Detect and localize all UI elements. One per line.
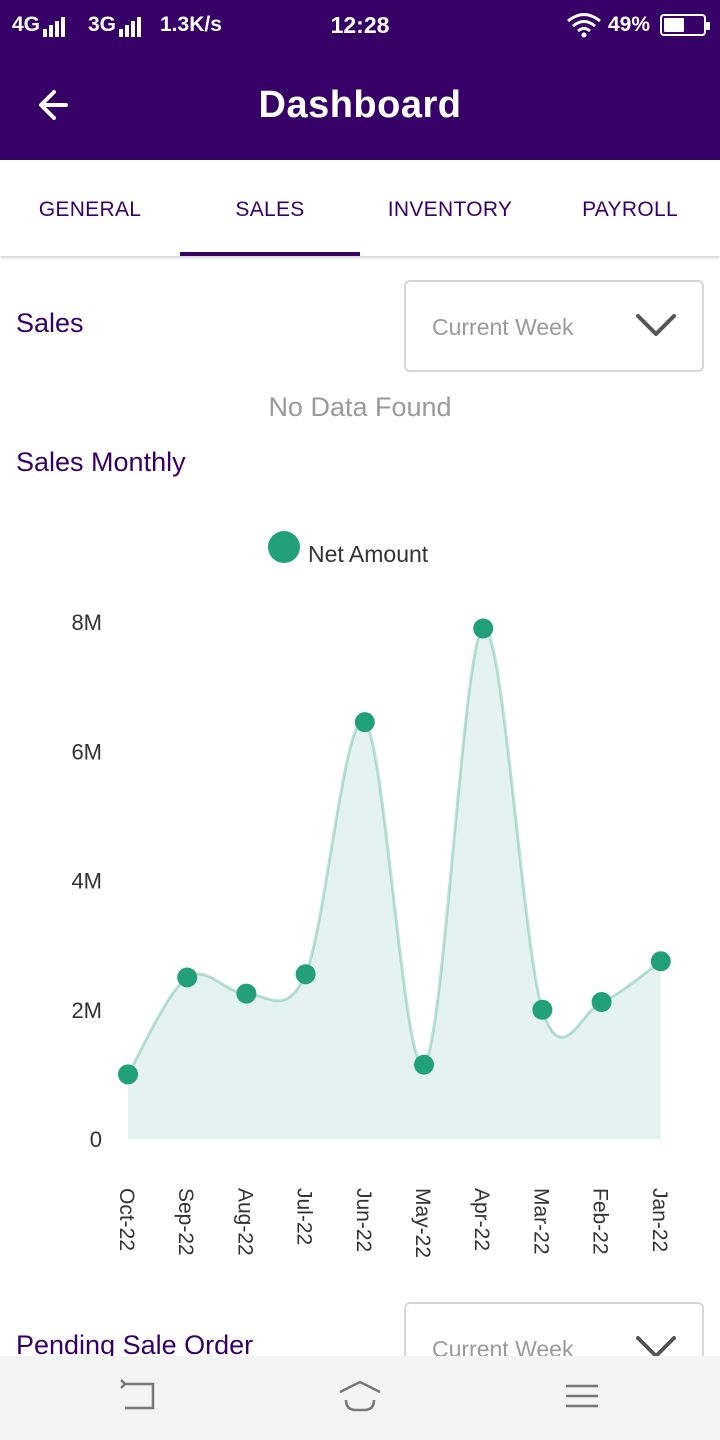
legend-label: Net Amount: [308, 541, 429, 567]
battery-icon: [660, 14, 710, 36]
y-tick-label: 8M: [71, 610, 102, 635]
status-bar: 4G 3G 1.3K/s 12:28 49%: [0, 0, 720, 50]
x-tick-label: Oct-22: [115, 1188, 138, 1251]
x-tick-label: Apr-22: [470, 1188, 493, 1251]
arrow-left-icon[interactable]: [30, 80, 82, 132]
tab-bar: GENERAL SALES INVENTORY PAYROLL: [0, 160, 720, 256]
page-title: Dashboard: [258, 84, 462, 126]
signal-icon: [119, 13, 143, 37]
y-tick-label: 0: [90, 1127, 102, 1152]
data-point-feb-22: [591, 991, 612, 1012]
x-tick-label: Feb-22: [589, 1188, 612, 1255]
tab-payroll[interactable]: PAYROLL: [582, 198, 678, 221]
x-tick-label: Jan-22: [648, 1188, 671, 1252]
battery-percent: 49%: [608, 13, 651, 36]
network-indicator-1: 4G: [12, 13, 67, 37]
sales-section-title: Sales: [16, 308, 84, 338]
data-point-jan-22: [650, 951, 671, 972]
wifi-icon: [567, 13, 601, 38]
x-tick-label: Sep-22: [174, 1188, 197, 1256]
chevron-down-icon: [636, 314, 676, 336]
sales-empty-message: No Data Found: [268, 392, 452, 422]
home-nav-icon[interactable]: [338, 1378, 382, 1414]
y-tick-label: 4M: [71, 869, 102, 894]
app-bar: 4G 3G 1.3K/s 12:28 49% Dashboard: [0, 0, 720, 160]
data-point-jul-22: [295, 964, 316, 985]
signal-icon: [43, 13, 67, 37]
data-point-oct-22: [118, 1064, 138, 1085]
tab-sales[interactable]: SALES: [180, 160, 360, 256]
tab-inventory[interactable]: INVENTORY: [387, 198, 513, 221]
clock: 12:28: [330, 12, 390, 38]
x-tick-label: Jul-22: [293, 1188, 316, 1245]
x-tick-label: Jun-22: [352, 1188, 375, 1252]
network-speed: 1.3K/s: [160, 13, 222, 36]
sales-period-select[interactable]: Current Week: [404, 280, 704, 372]
x-tick-label: Mar-22: [529, 1188, 552, 1255]
data-point-sep-22: [177, 967, 198, 988]
legend-marker: [268, 531, 300, 563]
data-point-apr-22: [473, 618, 494, 639]
sales-period-value: Current Week: [432, 314, 574, 340]
sales-monthly-chart: 0 2M 4M 6M 8M Oct-22 Sep-22 Aug-22 Jul-22 Jun-22 M…: [71, 610, 671, 1258]
data-point-may-22: [414, 1054, 434, 1075]
y-tick-label: 2M: [71, 998, 102, 1023]
pending-order-title: Pending Sale Order: [16, 1330, 254, 1360]
sales-monthly-title: Sales Monthly: [16, 447, 186, 477]
x-tick-label: Aug-22: [233, 1188, 256, 1256]
data-point-mar-22: [532, 999, 553, 1020]
system-nav-bar: [0, 1356, 720, 1440]
back-nav-icon[interactable]: [117, 1378, 161, 1414]
x-tick-label: May-22: [411, 1188, 434, 1258]
network-indicator-2: 3G: [88, 13, 143, 37]
tab-general[interactable]: GENERAL: [38, 198, 142, 221]
data-point-jun-22: [354, 712, 375, 733]
menu-nav-icon[interactable]: [560, 1378, 604, 1414]
y-tick-label: 6M: [71, 739, 102, 764]
series-area: [128, 628, 661, 1139]
data-point-aug-22: [236, 983, 257, 1004]
